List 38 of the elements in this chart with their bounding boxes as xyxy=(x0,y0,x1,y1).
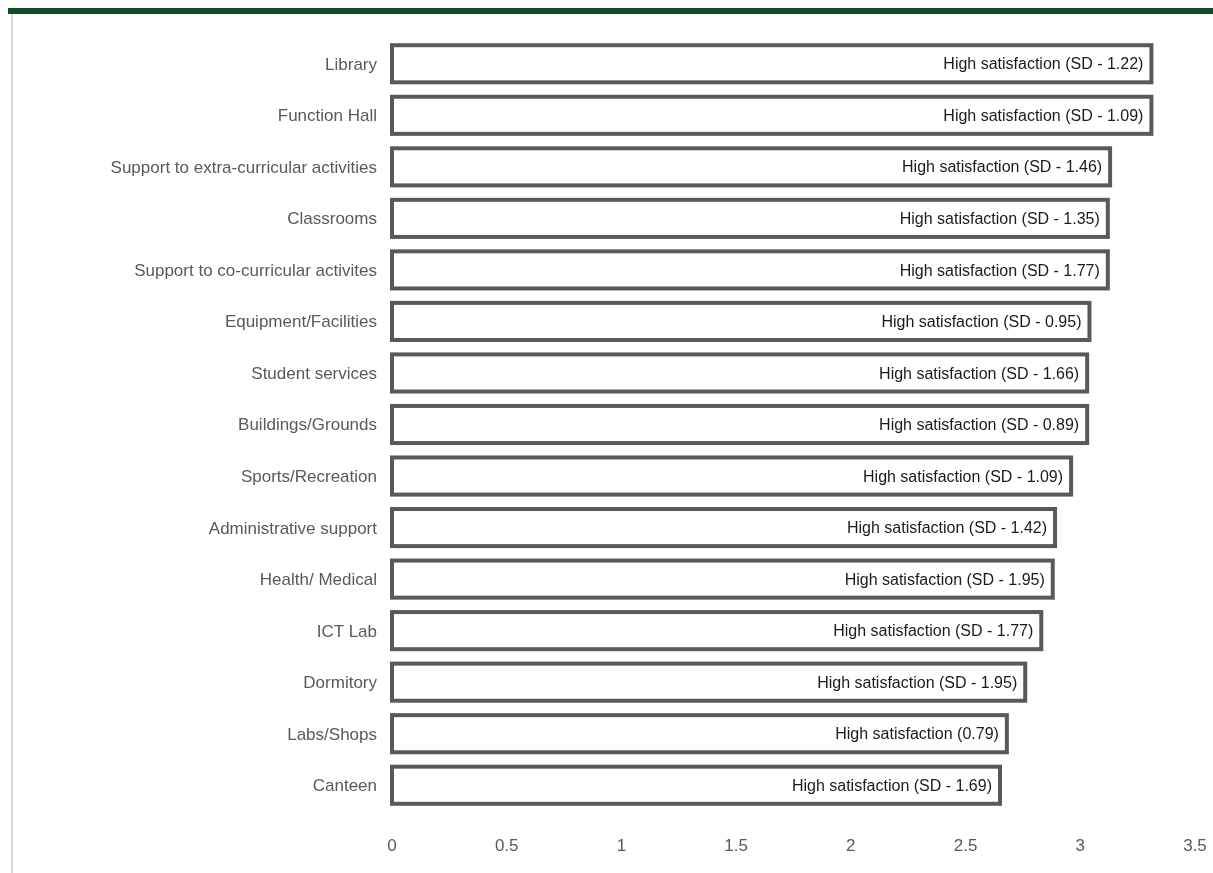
x-tick-label: 3 xyxy=(1075,836,1086,855)
y-tick-label: Support to extra-curricular activities xyxy=(110,157,377,177)
annotation: High satisfaction (SD - 1.95) xyxy=(817,673,1018,691)
y-tick-label: Library xyxy=(325,54,378,74)
x-tick-label: 0.5 xyxy=(494,836,519,855)
annotation: High satisfaction (SD - 1.09) xyxy=(943,106,1144,124)
y-tick-label: Canteen xyxy=(312,776,377,796)
x-tick-label: 1 xyxy=(616,836,627,855)
annotation: High satisfaction (SD - 1.77) xyxy=(899,261,1100,279)
x-tick-label: 3.5 xyxy=(1183,836,1207,855)
annotation: High satisfaction (SD - 1.77) xyxy=(833,622,1034,640)
annotation: High satisfaction (SD - 1.42) xyxy=(846,519,1048,537)
x-tick-label: 1.5 xyxy=(724,836,748,855)
annotation: High satisfaction (SD - 1.35) xyxy=(899,209,1100,227)
x-tick-label: 2.5 xyxy=(953,836,978,855)
annotation: High satisfaction (SD - 0.95) xyxy=(881,313,1082,331)
y-tick-label: Sports/Recreation xyxy=(240,466,377,486)
y-tick-label: Classrooms xyxy=(287,209,377,229)
y-tick-label: Student services xyxy=(251,363,377,383)
annotation: High satisfaction (SD - 1.22) xyxy=(943,55,1144,73)
annotation: High satisfaction (SD - 1.46) xyxy=(902,158,1103,176)
y-tick-label: Labs/Shops xyxy=(287,724,377,744)
y-tick-label: Administrative support xyxy=(208,518,378,538)
annotation: High satisfaction (SD - 1.66) xyxy=(879,364,1080,382)
y-tick-label: Health/ Medical xyxy=(259,570,377,590)
y-tick-label: Equipment/Facilities xyxy=(224,312,377,332)
x-tick-label: 2 xyxy=(846,836,856,855)
y-tick-label: Dormitory xyxy=(303,673,378,693)
x-tick-label: 0 xyxy=(387,836,397,855)
y-tick-label: Support to co-curricular activites xyxy=(134,260,377,280)
annotation: High satisfaction (SD - 0.89) xyxy=(879,416,1080,434)
y-tick-label: Buildings/Grounds xyxy=(238,415,377,435)
y-tick-label: Function Hall xyxy=(277,106,377,126)
annotation: High satisfaction (SD - 1.09) xyxy=(863,467,1064,485)
annotation: High satisfaction (0.79) xyxy=(835,725,999,743)
annotation: High satisfaction (SD - 1.95) xyxy=(844,570,1045,588)
annotation: High satisfaction (SD - 1.69) xyxy=(791,776,992,794)
y-tick-label: ICT Lab xyxy=(316,621,377,641)
